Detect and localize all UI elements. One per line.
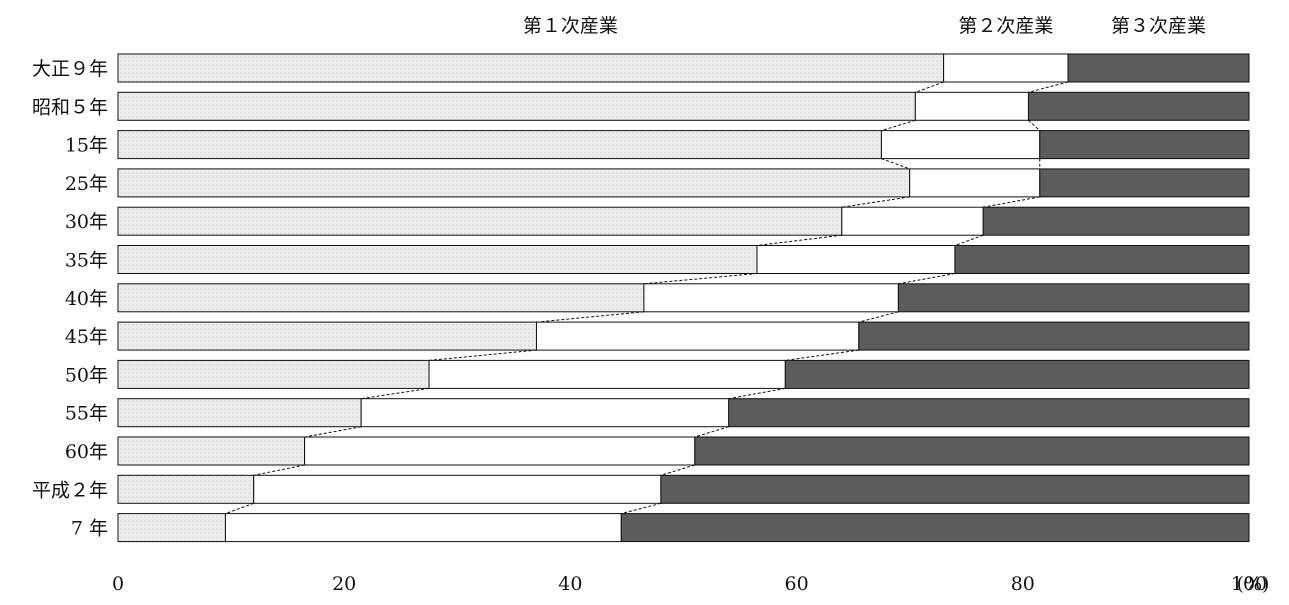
x-tick-label: 60 (785, 573, 809, 595)
y-axis-label: 45年 (65, 326, 108, 348)
connector-line (881, 158, 910, 170)
x-axis: 0 20 40 60 80 100(%) (112, 573, 1269, 595)
bar-segment-primary (117, 474, 255, 504)
bar-segment-secondary (224, 513, 622, 543)
connector-line (728, 387, 786, 400)
bar-segment-tertiary (694, 436, 1250, 466)
bar-segment-secondary (643, 283, 899, 313)
legend: 第１次産業 第２次産業 第３次産業 (523, 15, 1206, 37)
connector-line (361, 387, 430, 400)
bar-segment-primary (117, 206, 843, 236)
connector-line (1028, 81, 1069, 93)
bar-segment-secondary (880, 130, 1041, 160)
connector-line (428, 349, 537, 361)
bar-segment-tertiary (982, 206, 1250, 236)
connector-line (881, 119, 916, 132)
x-tick-label: 0 (112, 573, 124, 595)
bar-segment-secondary (756, 245, 956, 274)
bar-segment-secondary (360, 398, 730, 428)
bar-segment-tertiary (1039, 130, 1250, 160)
connector-lines (225, 81, 1069, 515)
bar-segment-primary (117, 53, 945, 83)
bar-segment-primary (117, 436, 306, 466)
y-axis-label: 25年 (65, 173, 108, 195)
legend-label-primary: 第１次産業 (523, 15, 618, 37)
bar-segment-primary (117, 245, 758, 274)
x-axis-unit: (%) (1237, 573, 1270, 595)
bar-segment-tertiary (858, 321, 1250, 351)
bar-segment-secondary (841, 206, 984, 236)
connector-line (536, 311, 644, 323)
bar-segment-secondary (253, 474, 662, 504)
connector-line (915, 81, 944, 93)
bar-segment-tertiary (1027, 91, 1250, 121)
connector-line (660, 464, 695, 476)
connector-line (304, 426, 362, 438)
y-axis-label: 40年 (65, 288, 108, 310)
connector-line (858, 311, 899, 323)
bar-segment-tertiary (620, 513, 1250, 543)
bar-segment-primary (117, 283, 645, 313)
connector-line (841, 196, 910, 208)
y-axis-label: 15年 (65, 135, 108, 157)
bar-segment-tertiary (728, 398, 1250, 428)
bars (117, 53, 1250, 543)
bar-segment-primary (117, 359, 430, 389)
bar-segment-primary (117, 168, 911, 198)
y-axis-label: 7 年 (71, 518, 108, 540)
y-axis-label: 60年 (65, 441, 108, 463)
legend-label-tertiary: 第３次産業 (1111, 15, 1206, 37)
bar-segment-primary (117, 513, 226, 543)
bar-segment-tertiary (1039, 168, 1250, 198)
bar-segment-secondary (943, 53, 1069, 83)
y-axis-label: 昭和５年 (32, 96, 108, 118)
bar-segment-primary (117, 91, 916, 121)
y-axis-label: 30年 (65, 211, 108, 233)
bar-segment-secondary (304, 436, 696, 466)
bar-segment-tertiary (784, 359, 1250, 389)
bar-segment-secondary (914, 91, 1029, 121)
connector-line (785, 349, 859, 361)
y-axis-label: 35年 (65, 250, 108, 272)
connector-line (225, 502, 254, 515)
connector-line (621, 502, 662, 515)
y-axis-label: 50年 (65, 364, 108, 386)
bar-segment-secondary (428, 359, 786, 389)
connector-line (983, 196, 1040, 208)
y-axis-label: 大正９年 (32, 58, 108, 80)
connector-line (253, 464, 305, 476)
legend-label-secondary: 第２次産業 (958, 15, 1053, 37)
bar-segment-secondary (909, 168, 1041, 198)
connector-line (954, 234, 984, 246)
bar-segment-tertiary (954, 245, 1250, 274)
connector-line (643, 273, 758, 285)
bar-segment-secondary (535, 321, 860, 351)
y-axis-label: 55年 (65, 403, 108, 425)
bar-segment-tertiary (660, 474, 1250, 504)
x-tick-label: 20 (332, 573, 356, 595)
connector-line (756, 234, 842, 246)
x-tick-label: 100 (1231, 573, 1267, 595)
connector-line (898, 273, 956, 285)
connector-line (694, 426, 729, 438)
bar-segment-tertiary (1067, 53, 1250, 83)
bar-segment-tertiary (897, 283, 1250, 313)
bar-segment-primary (117, 321, 537, 351)
bar-segment-primary (117, 398, 362, 428)
bar-segment-primary (117, 130, 882, 160)
x-tick-label: 80 (1011, 573, 1035, 595)
x-tick-label: 40 (558, 573, 582, 595)
connector-line (1028, 119, 1041, 131)
y-axis-label: 平成２年 (32, 479, 108, 501)
